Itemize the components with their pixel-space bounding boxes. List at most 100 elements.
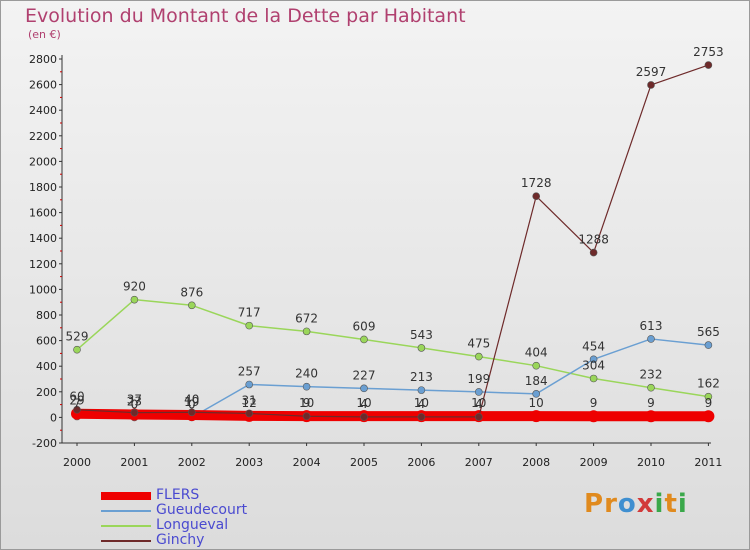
y-tick-label: 1400 bbox=[29, 232, 57, 245]
data-point bbox=[188, 408, 196, 417]
y-tick-label: 0 bbox=[50, 411, 57, 424]
y-tick-label: 2800 bbox=[29, 53, 57, 66]
x-tick-label: 2003 bbox=[235, 456, 263, 469]
y-tick-label: 1200 bbox=[29, 258, 57, 271]
y-tick-label: -200 bbox=[32, 437, 57, 450]
y-tick-label: 2200 bbox=[29, 130, 57, 143]
data-point bbox=[474, 352, 483, 361]
data-point bbox=[360, 413, 368, 421]
data-label: 232 bbox=[640, 368, 663, 382]
legend-label: Ginchy bbox=[156, 532, 205, 548]
data-label: 184 bbox=[525, 374, 548, 388]
data-label: 31 bbox=[242, 393, 257, 407]
data-point bbox=[245, 321, 253, 330]
data-label: 60 bbox=[69, 390, 84, 404]
data-point bbox=[245, 380, 253, 389]
x-tick-label: 2005 bbox=[350, 456, 378, 469]
legend-label: Gueudecourt bbox=[156, 502, 248, 518]
data-point bbox=[417, 344, 426, 352]
data-point bbox=[587, 410, 600, 423]
logo-letter: x bbox=[636, 489, 655, 519]
data-label: 613 bbox=[640, 319, 663, 333]
y-tick-label: 1000 bbox=[29, 283, 57, 296]
legend-swatch bbox=[101, 510, 151, 512]
proxiti-logo: Proxiti bbox=[584, 489, 688, 519]
data-label: 10 bbox=[529, 396, 544, 410]
y-tick-label: 200 bbox=[36, 386, 57, 399]
y-tick-label: 600 bbox=[36, 335, 57, 348]
y-tick-label: 2600 bbox=[29, 79, 57, 92]
data-point bbox=[73, 405, 81, 414]
data-point bbox=[73, 345, 81, 354]
data-point bbox=[474, 413, 483, 421]
data-label: 9 bbox=[590, 396, 598, 410]
y-tick-label: 400 bbox=[36, 360, 57, 373]
data-label: 23 bbox=[127, 394, 142, 408]
data-label: 4 bbox=[418, 397, 426, 411]
data-label: 543 bbox=[410, 328, 433, 342]
data-label: 404 bbox=[525, 346, 548, 360]
x-tick-label: 2006 bbox=[407, 456, 435, 469]
logo-letter: P bbox=[584, 489, 605, 519]
legend-label: FLERS bbox=[156, 487, 200, 503]
x-tick-label: 2001 bbox=[120, 456, 148, 469]
x-tick-label: 2009 bbox=[580, 456, 608, 469]
data-label: 0 bbox=[188, 397, 196, 411]
data-label: 1728 bbox=[521, 176, 552, 190]
data-label: 4 bbox=[475, 397, 483, 411]
data-point bbox=[417, 413, 426, 421]
logo-letter: t bbox=[664, 489, 678, 519]
data-label: 240 bbox=[295, 367, 318, 381]
data-label: 227 bbox=[353, 368, 376, 382]
series-line-longueval bbox=[76, 298, 710, 398]
data-point bbox=[647, 335, 655, 343]
data-label: 199 bbox=[467, 372, 490, 386]
chart-title: Evolution du Montant de la Dette par Hab… bbox=[25, 5, 466, 27]
data-point bbox=[474, 388, 483, 396]
data-point bbox=[532, 192, 541, 201]
data-label: 454 bbox=[582, 339, 605, 353]
data-label: 876 bbox=[180, 285, 203, 299]
data-point bbox=[188, 301, 196, 310]
y-tick-label: 1800 bbox=[29, 181, 57, 194]
data-label: 2753 bbox=[693, 45, 724, 59]
logo-letter: o bbox=[617, 489, 637, 519]
x-tick-label: 2008 bbox=[522, 456, 550, 469]
data-label: 609 bbox=[353, 319, 376, 333]
data-label: 7 bbox=[73, 397, 81, 411]
logo-letter: r bbox=[604, 489, 618, 519]
y-tick-label: 2000 bbox=[29, 155, 57, 168]
legend-label: Longueval bbox=[156, 517, 229, 533]
data-label: 40 bbox=[184, 392, 199, 406]
data-label: 9 bbox=[705, 396, 713, 410]
data-label: 10 bbox=[356, 396, 371, 410]
legend-swatch bbox=[101, 540, 151, 542]
y-tick-label: 800 bbox=[36, 309, 57, 322]
data-label: 672 bbox=[295, 311, 318, 325]
series-line-ginchy bbox=[76, 64, 710, 418]
data-point bbox=[130, 295, 139, 304]
data-point bbox=[130, 408, 139, 417]
data-point bbox=[589, 248, 598, 257]
x-tick-label: 2007 bbox=[465, 456, 493, 469]
data-point bbox=[302, 382, 311, 391]
data-point bbox=[302, 412, 311, 421]
data-point bbox=[645, 410, 657, 423]
y-tick-label: 2400 bbox=[29, 104, 57, 117]
data-point bbox=[704, 61, 713, 69]
data-label: 9 bbox=[303, 396, 311, 410]
data-point bbox=[589, 374, 598, 383]
data-label: 213 bbox=[410, 370, 433, 384]
legend-swatch bbox=[101, 492, 151, 500]
data-point bbox=[360, 335, 368, 344]
data-label: 12 bbox=[242, 396, 257, 410]
x-tick-label: 2000 bbox=[63, 456, 91, 469]
data-point bbox=[302, 327, 311, 336]
data-label: 304 bbox=[582, 358, 605, 372]
data-label: 0 bbox=[131, 397, 139, 411]
data-label: 10 bbox=[299, 396, 314, 410]
data-label: 37 bbox=[127, 393, 142, 407]
data-label: 529 bbox=[66, 330, 89, 344]
